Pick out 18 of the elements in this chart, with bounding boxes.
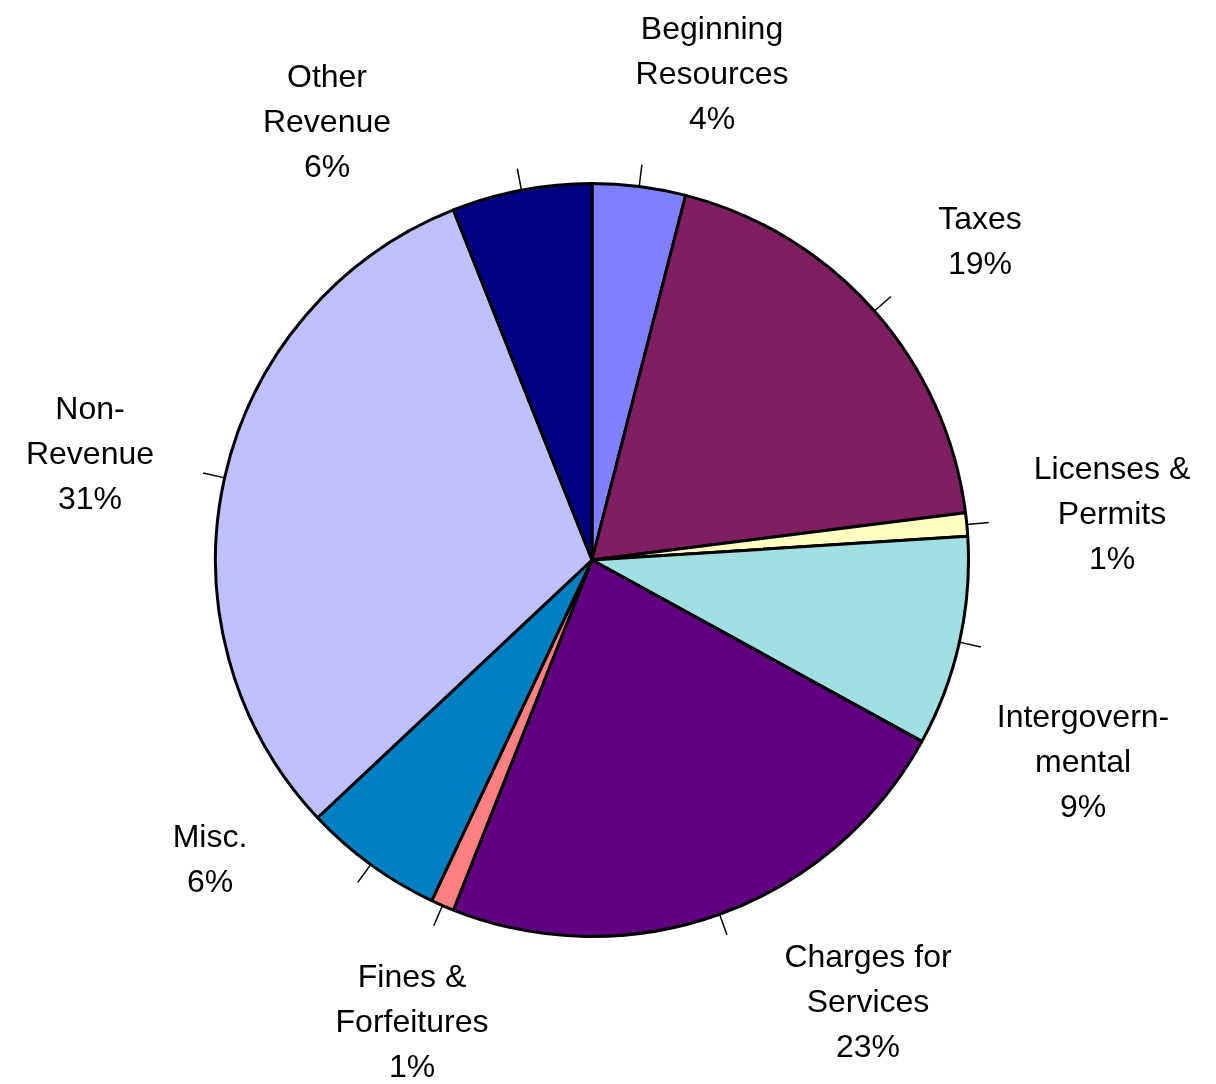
data-label: 1% <box>1088 539 1136 576</box>
data-label: 31% <box>57 479 123 516</box>
data-label: 23% <box>835 1027 901 1064</box>
slice-label: Beginning Resources <box>635 9 789 91</box>
data-label: 6% <box>303 147 351 184</box>
data-label: 9% <box>1059 787 1107 824</box>
slice-label: Fines & Forfeitures <box>335 957 489 1039</box>
data-label: 19% <box>947 244 1013 281</box>
slice-label: Licenses & Permits <box>1033 449 1191 531</box>
slice-label: Other Revenue <box>262 57 392 139</box>
slice-label: Taxes <box>938 199 1022 236</box>
data-label: 6% <box>186 862 234 899</box>
data-label: 1% <box>388 1047 436 1084</box>
slice-label: Intergovern- mental <box>996 697 1170 779</box>
slice-label: Non- Revenue <box>25 389 155 471</box>
slice-label: Charges for Services <box>784 937 952 1019</box>
slice-label: Misc. <box>172 817 248 854</box>
data-label: 4% <box>688 99 736 136</box>
